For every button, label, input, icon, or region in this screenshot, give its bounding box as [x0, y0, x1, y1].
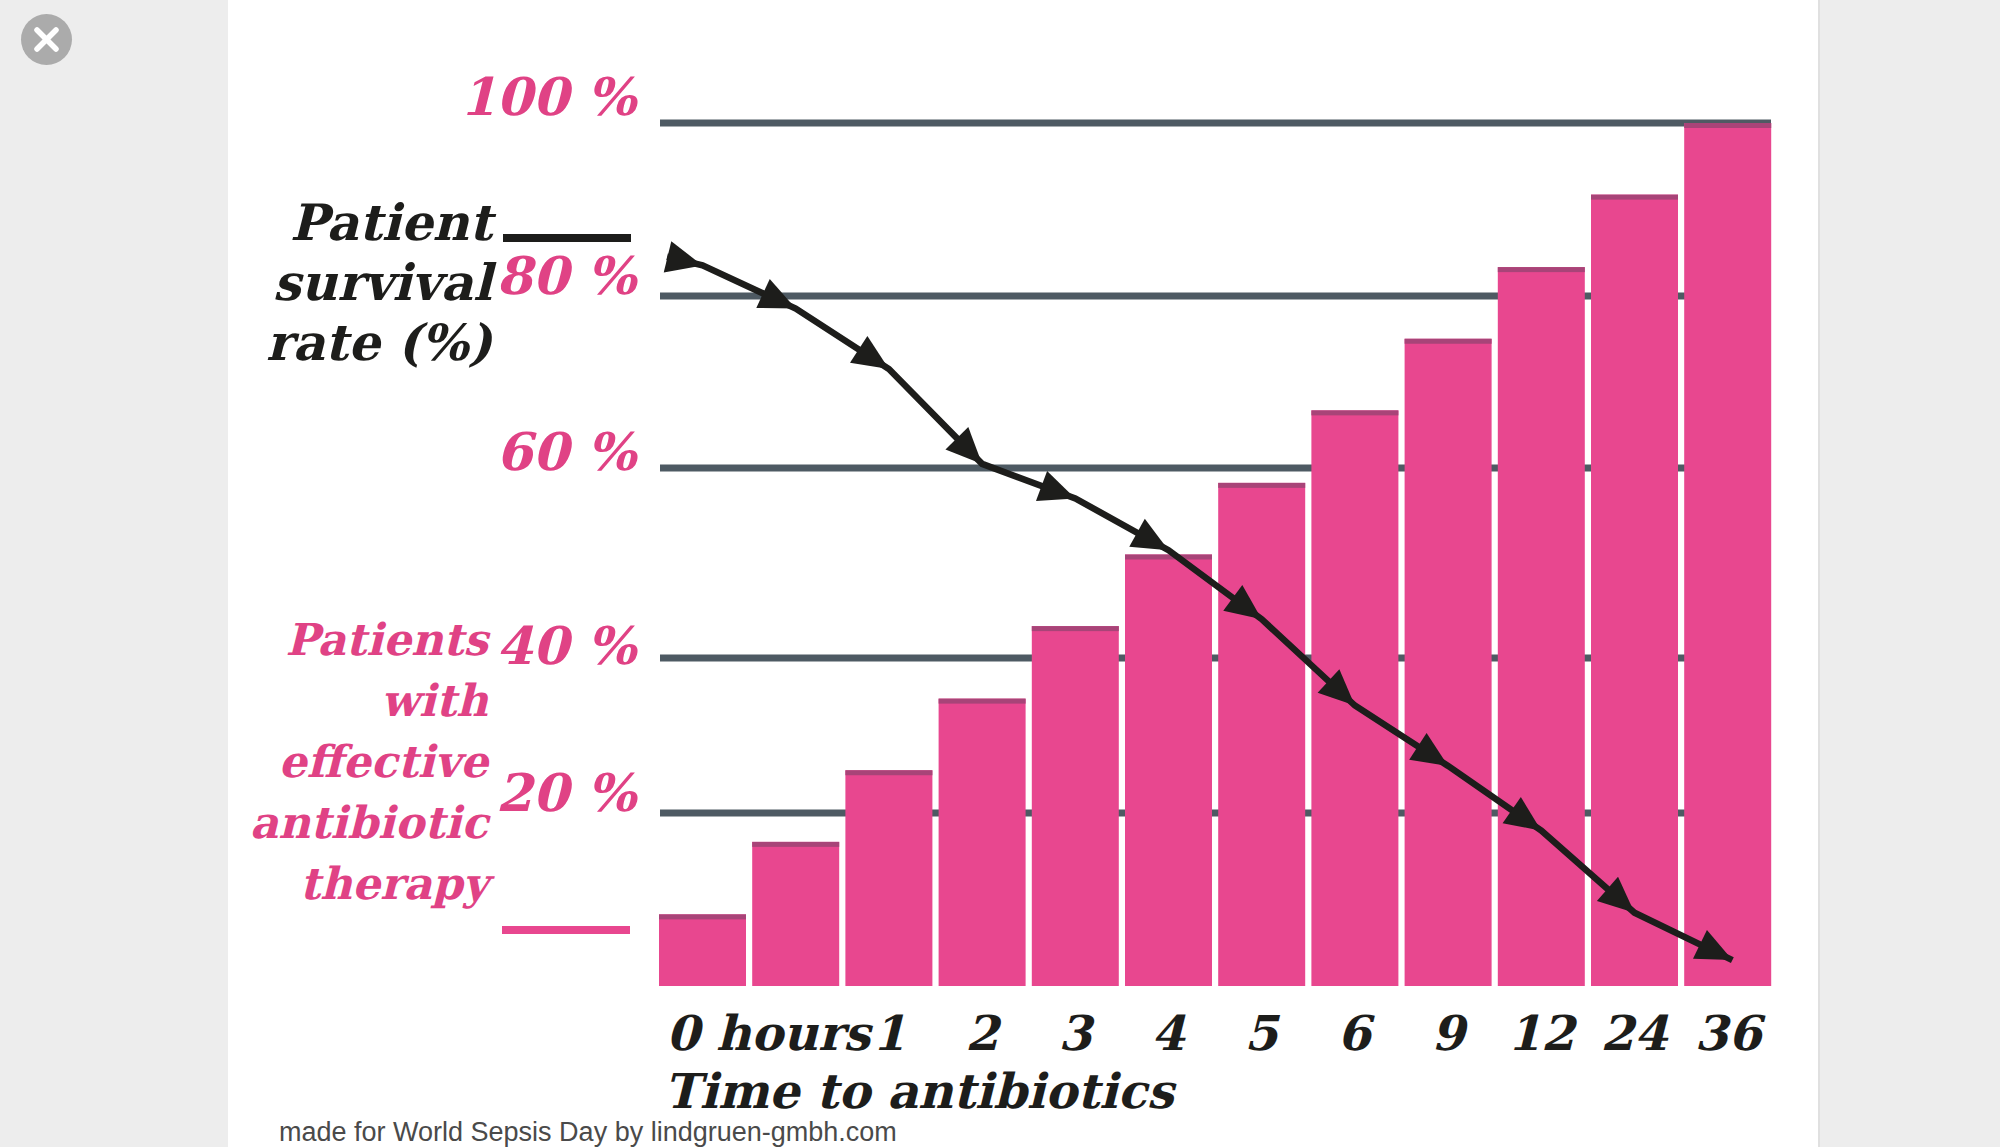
- bar-4: [1032, 626, 1119, 986]
- x-tick-9: 9: [1431, 1005, 1469, 1061]
- line-series-legend-dash: [503, 234, 631, 242]
- line-series-label-line2: survival: [273, 253, 497, 312]
- x-axis-title: Time to antibiotics: [664, 1063, 1177, 1119]
- y-tick-60: 60 %: [496, 421, 638, 482]
- bar-top-edge-2: [845, 770, 932, 775]
- bar-top-edge-10: [1591, 195, 1678, 200]
- bar-series-label-line5: therapy: [300, 858, 496, 909]
- sepsis-chart: 100 % 80 % 60 % 40 % 20 % Patient surviv…: [0, 0, 2000, 1147]
- bar-7: [1311, 410, 1398, 986]
- image-viewer: 100 % 80 % 60 % 40 % 20 % Patient surviv…: [0, 0, 2000, 1147]
- bar-series-label-line2: with: [381, 675, 489, 726]
- close-icon: [21, 14, 72, 65]
- x-tick-1: 1: [872, 1005, 905, 1061]
- line-arrow-marker-0: [664, 241, 703, 272]
- bar-6: [1218, 483, 1305, 986]
- bar-top-edge-3: [939, 699, 1026, 704]
- x-tick-0hours: 0 hours: [666, 1005, 873, 1061]
- x-tick-24: 24: [1601, 1005, 1669, 1061]
- bar-9: [1498, 267, 1585, 986]
- x-tick-4: 4: [1151, 1005, 1186, 1061]
- bar-series-label-line3: effective: [279, 736, 491, 787]
- bar-series-legend-dash: [502, 926, 630, 934]
- bar-1: [752, 842, 839, 986]
- line-arrow-marker-2: [850, 336, 889, 369]
- line-series-label-line3: rate (%): [266, 313, 493, 372]
- bar-top-edge-0: [659, 914, 746, 919]
- bar-5: [1125, 555, 1212, 987]
- line-series-label-line1: Patient: [290, 193, 497, 252]
- bar-3: [939, 699, 1026, 986]
- x-tick-3: 3: [1058, 1005, 1095, 1061]
- attribution-text: made for World Sepsis Day by lindgruen-g…: [279, 1117, 897, 1147]
- x-tick-36: 36: [1695, 1005, 1766, 1061]
- y-tick-80: 80 %: [496, 245, 638, 306]
- bar-top-edge-9: [1498, 267, 1585, 272]
- bar-series-label-line1: Patients: [285, 614, 491, 665]
- bar-0: [659, 914, 746, 986]
- bar-top-edge-6: [1218, 483, 1305, 488]
- bar-top-edge-1: [752, 842, 839, 847]
- close-button[interactable]: [21, 14, 72, 65]
- bar-top-edge-7: [1311, 410, 1398, 415]
- x-tick-6: 6: [1337, 1005, 1375, 1061]
- bar-top-edge-5: [1125, 555, 1212, 560]
- line-arrow-marker-4: [1036, 471, 1075, 501]
- y-tick-100: 100 %: [460, 66, 639, 127]
- x-tick-5: 5: [1244, 1005, 1280, 1061]
- bar-top-edge-11: [1684, 123, 1771, 128]
- bar-top-edge-4: [1032, 626, 1119, 631]
- bar-10: [1591, 195, 1678, 986]
- y-tick-40: 40 %: [496, 615, 638, 676]
- bar-2: [845, 770, 932, 986]
- bar-11: [1684, 123, 1771, 986]
- bar-top-edge-8: [1405, 339, 1492, 344]
- bar-8: [1405, 339, 1492, 986]
- chart-plot-area: [502, 123, 1771, 986]
- bar-series-label-line4: antibiotic: [250, 797, 491, 848]
- x-tick-2: 2: [965, 1005, 1002, 1061]
- x-tick-12: 12: [1508, 1005, 1578, 1061]
- y-tick-20: 20 %: [496, 762, 638, 823]
